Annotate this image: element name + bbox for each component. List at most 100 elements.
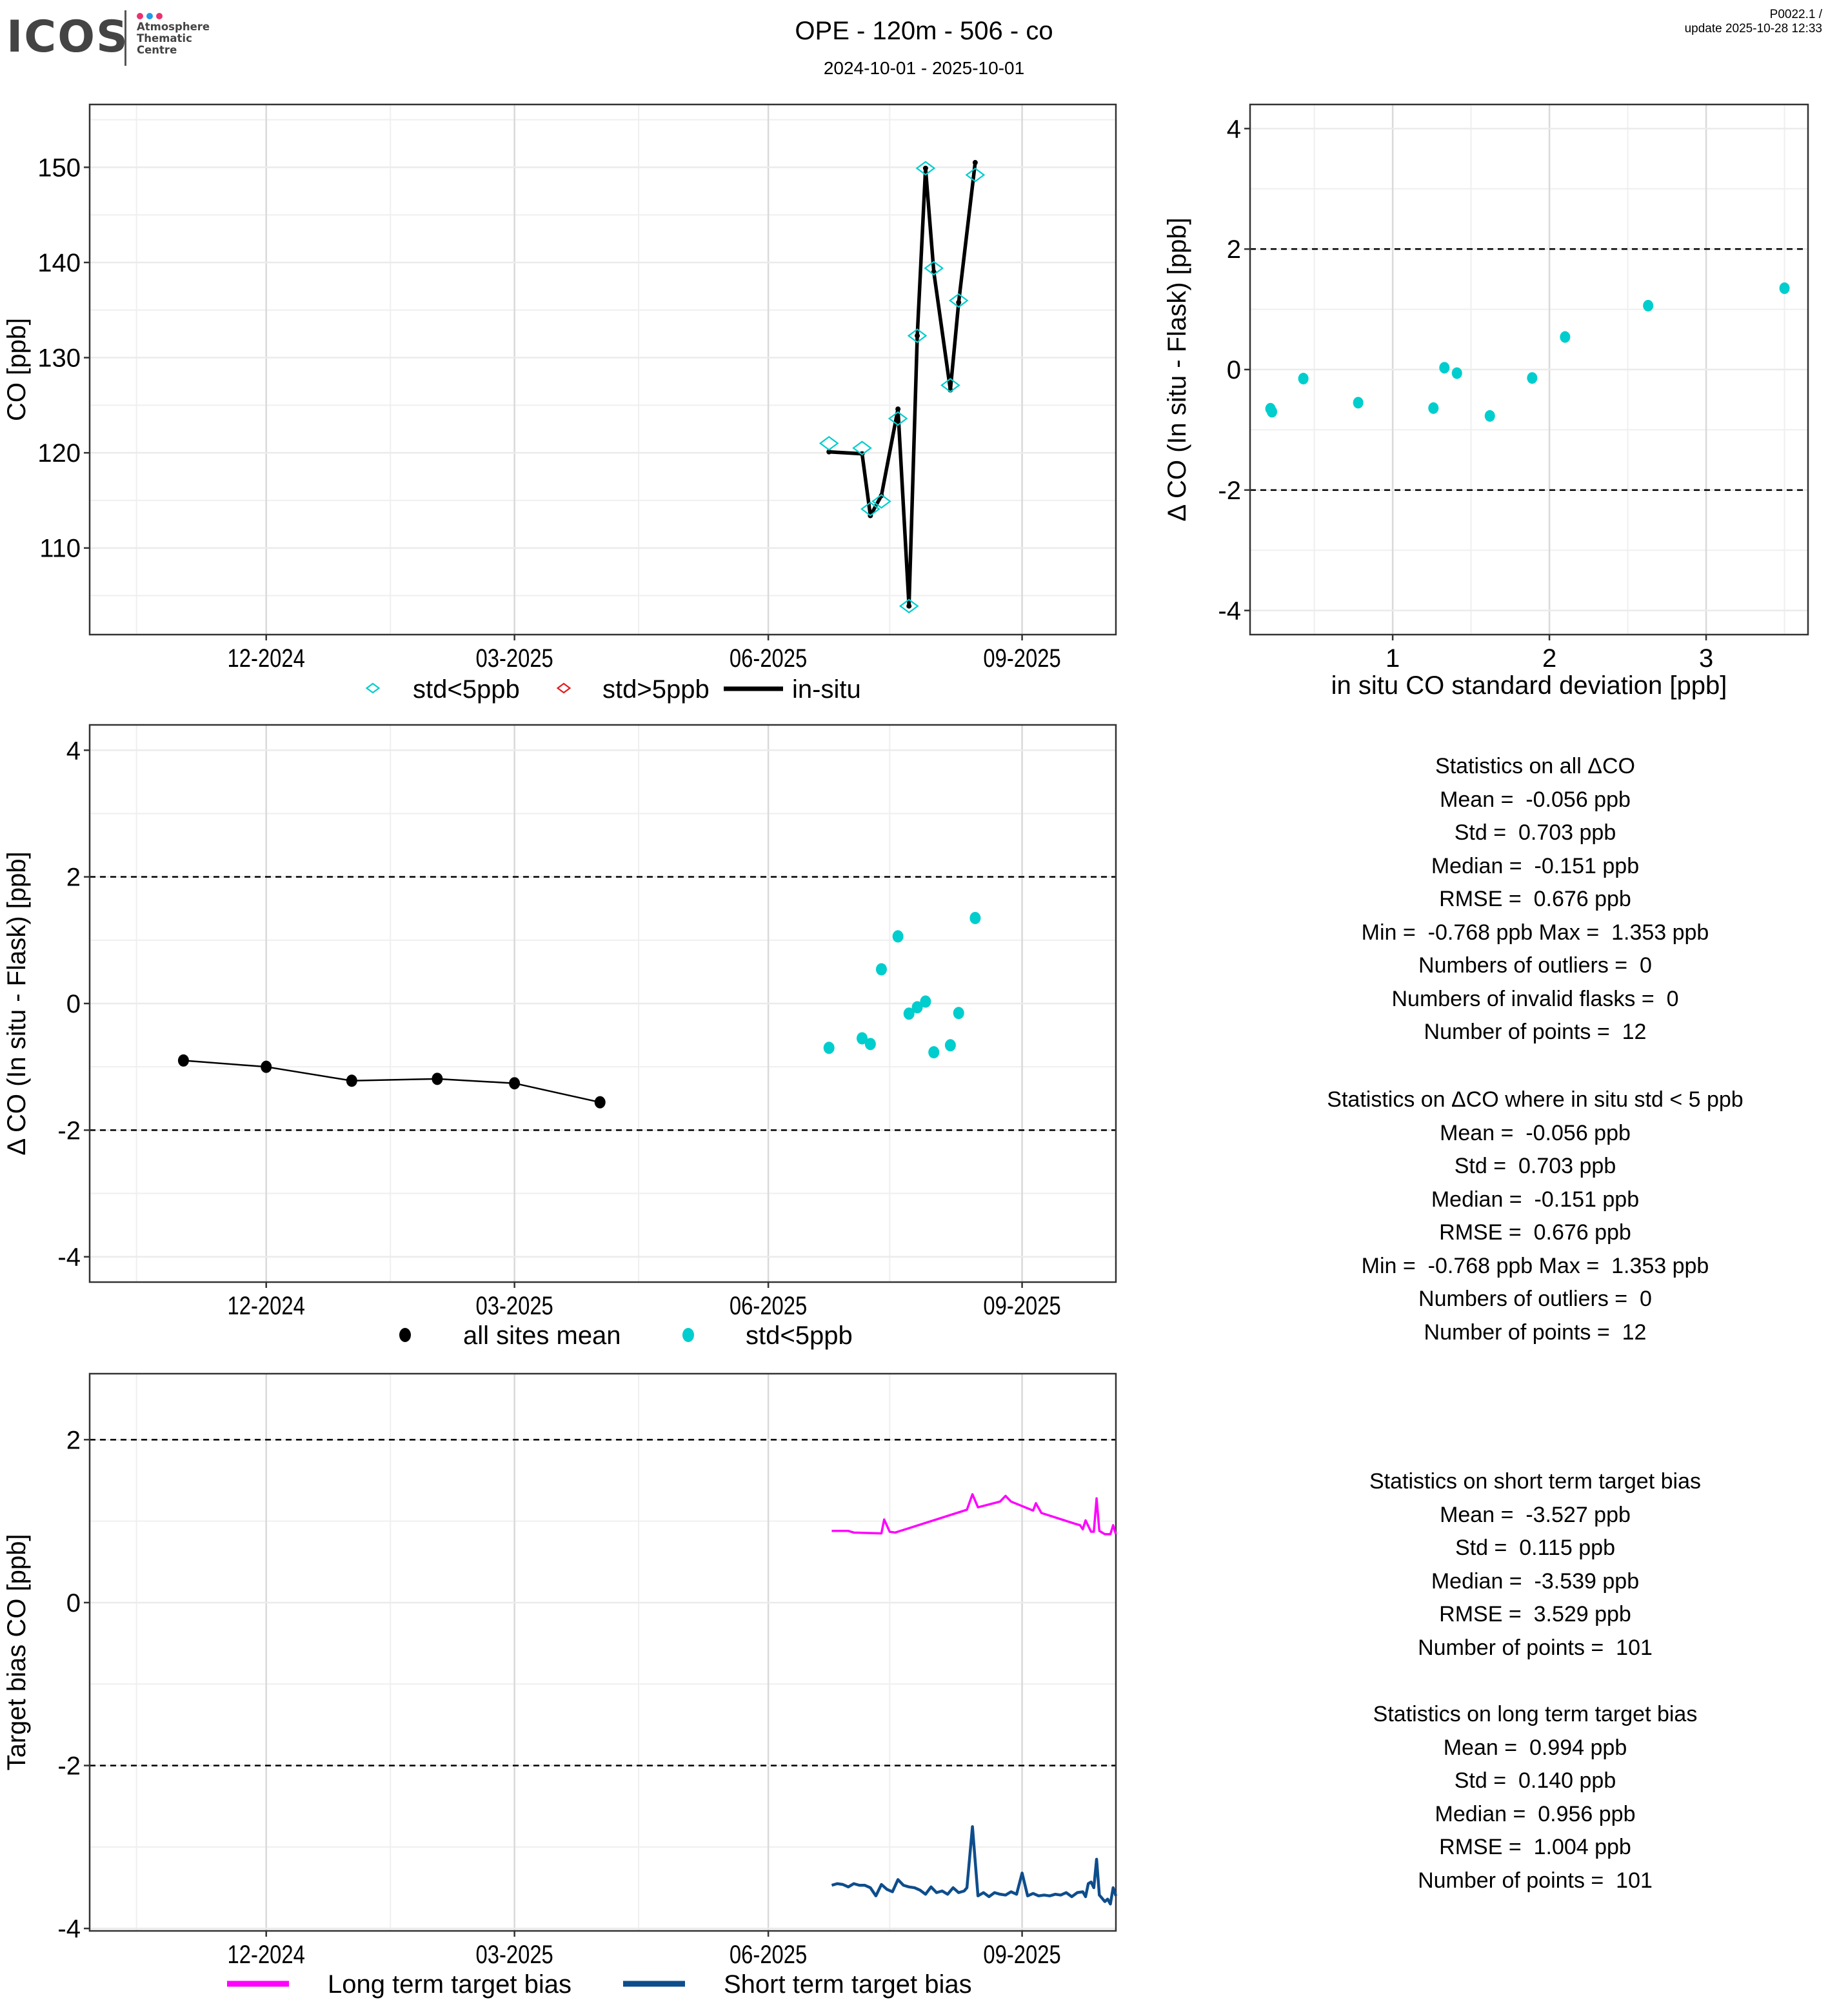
all-sites-mean-point [432,1073,443,1085]
x-tick-label: 03-2025 [475,1291,553,1320]
data-point-diamond [915,161,936,176]
data-point-diamond [871,494,891,509]
stats-line: Median = -0.151 ppb [1431,1187,1640,1212]
scatter-point [1267,406,1278,418]
stats-line: Mean = -3.527 ppb [1440,1502,1631,1527]
legend-label: in-situ [792,675,861,704]
data-point-diamond [888,411,908,426]
delta-point [903,1007,915,1020]
y-tick-label: -4 [57,1243,81,1272]
y-axis-label: Δ CO (In situ - Flask) [ppb] [3,851,31,1155]
legend-marker-std [682,1328,694,1342]
data-point-diamond [819,436,839,451]
page-title: OPE - 120m - 506 - co [795,17,1053,45]
in-situ-point [956,299,962,305]
stats-line: Numbers of outliers = 0 [1418,1287,1652,1311]
legend-label: std<5ppb [413,675,520,704]
stats-line: Mean = -0.056 ppb [1440,787,1631,812]
plot-border [1249,103,1809,636]
logo-subtitle-line: Centre [137,44,177,56]
legend-label: Short term target bias [724,1970,972,1999]
data-point-diamond [365,682,381,694]
plot-border [88,103,1117,636]
x-tick-label: 06-2025 [730,1291,807,1320]
x-tick-label: 12-2024 [228,1940,305,1969]
x-tick-label: 12-2024 [228,644,305,673]
stats-line: Numbers of outliers = 0 [1418,953,1652,978]
stats-line: Median = -3.539 ppb [1431,1568,1640,1594]
logo-dot [137,13,143,19]
logo-dot [146,13,153,19]
y-tick-label: 150 [37,153,81,182]
delta-point [920,995,931,1008]
y-tick-label: 2 [1227,235,1241,264]
y-tick-label: 140 [37,249,81,277]
data-point-diamond [556,682,571,694]
x-tick-label: 06-2025 [730,1940,807,1969]
y-axis-label: Target bias CO [ppb] [3,1534,31,1771]
legend-marker-all-sites [399,1328,411,1342]
stats-title: Statistics on long term target bias [1373,1702,1698,1726]
logo-subtitle-line: Thematic [137,32,192,44]
in-situ-point [972,160,978,166]
update-timestamp: update 2025-10-28 12:33 [1684,22,1822,35]
stats-line: Median = -0.151 ppb [1431,853,1640,878]
y-tick-label: 120 [37,439,81,468]
in-situ-point [915,333,920,339]
stats-all-delta: Statistics on all ΔCO Mean = -0.056 ppb … [1284,750,1787,1049]
stats-line: RMSE = 0.676 ppb [1439,1220,1631,1245]
all-sites-mean-line [183,1060,601,1103]
scatter-point [1560,331,1571,343]
y-tick-label: 4 [1227,115,1241,143]
y-tick-label: 130 [37,344,81,373]
delta-point [823,1042,835,1054]
stats-line: RMSE = 1.004 ppb [1439,1835,1631,1859]
stats-line: Number of points = 101 [1418,1635,1653,1660]
scatter-point [1428,402,1439,414]
delta-point [969,911,981,924]
data-point-diamond [965,167,986,183]
data-point-diamond [860,501,880,517]
data-point-diamond [852,440,872,456]
x-tick-label: 1 [1386,644,1400,673]
logo-dot [156,13,163,19]
x-tick-label: 09-2025 [983,1940,1060,1969]
delta-point [864,1038,876,1051]
stats-line: Mean = -0.056 ppb [1440,1120,1631,1145]
all-sites-mean-point [261,1060,272,1073]
data-point-diamond [940,377,960,393]
x-tick-label: 3 [1699,644,1713,673]
target-bias-plot-area: 12-2024 03-2025 06-2025 09-2025 -4 -2 0 2 Target… [3,1372,1118,1999]
co-timeseries-plot-area: 12-2024 03-2025 06-2025 09-2025 110 120 130 140… [3,103,1117,704]
y-tick-label: -4 [1218,597,1241,626]
plot-border [88,724,1117,1283]
data-point-diamond [948,293,969,308]
all-sites-mean-point [346,1074,357,1087]
y-tick-label: 2 [66,1426,81,1454]
in-situ-point [906,603,912,609]
legend-label: std<5ppb [746,1321,853,1350]
y-tick-label: 4 [66,737,81,765]
stats-title: Statistics on all ΔCO [1435,754,1635,778]
stats-line: Std = 0.140 ppb [1454,1768,1616,1793]
scatter-point [1451,367,1462,379]
in-situ-point [895,406,901,412]
in-situ-point [826,449,832,455]
long-term-bias-line [831,1493,1117,1536]
delta-point [857,1032,868,1045]
x-tick-label: 09-2025 [983,644,1060,673]
delta-point [928,1046,940,1059]
date-range: 2024-10-01 - 2025-10-01 [823,58,1025,78]
y-tick-label: -2 [57,1752,81,1781]
y-tick-label: -4 [57,1915,81,1943]
all-sites-mean-point [177,1054,189,1067]
legend-label: all sites mean [463,1321,621,1350]
version-info: P0022.1 / update 2025-10-28 12:33 [1685,8,1822,36]
stats-line: Min = -0.768 ppb Max = 1.353 ppb [1361,920,1709,945]
y-tick-label: 110 [39,535,81,563]
stats-line: Number of points = 101 [1418,1868,1653,1893]
x-tick-label: 06-2025 [730,644,807,673]
stats-line: Numbers of invalid flasks = 0 [1391,986,1679,1011]
scatter-point [1353,397,1364,409]
